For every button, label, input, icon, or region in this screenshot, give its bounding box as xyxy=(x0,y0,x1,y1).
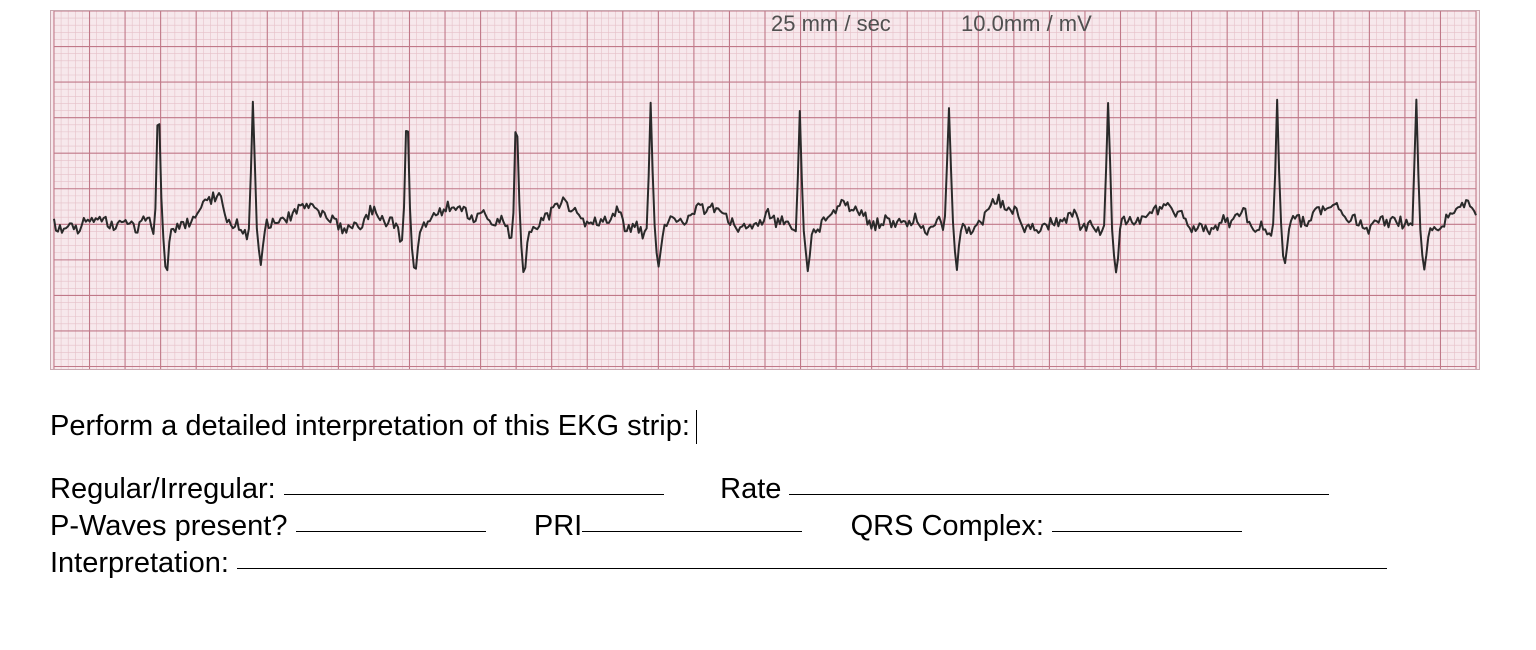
label-regular: Regular/Irregular: xyxy=(50,473,276,505)
text-cursor xyxy=(696,410,698,444)
ekg-strip: 25 mm / sec 10.0mm / mV xyxy=(50,10,1480,370)
label-pwaves: P-Waves present? xyxy=(50,510,287,542)
blank-regular[interactable] xyxy=(284,494,664,495)
label-rate: Rate xyxy=(720,473,781,505)
blank-pri[interactable] xyxy=(582,531,802,532)
form-title: Perform a detailed interpretation of thi… xyxy=(50,410,690,442)
worksheet-form: Perform a detailed interpretation of thi… xyxy=(50,408,1496,582)
label-qrs: QRS Complex: xyxy=(851,510,1044,542)
blank-rate[interactable] xyxy=(789,494,1329,495)
ekg-trace xyxy=(51,11,1479,369)
blank-qrs[interactable] xyxy=(1052,531,1242,532)
blank-pwaves[interactable] xyxy=(296,531,486,532)
label-interpretation: Interpretation: xyxy=(50,547,229,579)
blank-interpretation[interactable] xyxy=(237,568,1387,569)
label-pri: PRI xyxy=(534,510,582,542)
calibration-gain: 10.0mm / mV xyxy=(961,11,1092,37)
calibration-speed: 25 mm / sec xyxy=(771,11,891,37)
